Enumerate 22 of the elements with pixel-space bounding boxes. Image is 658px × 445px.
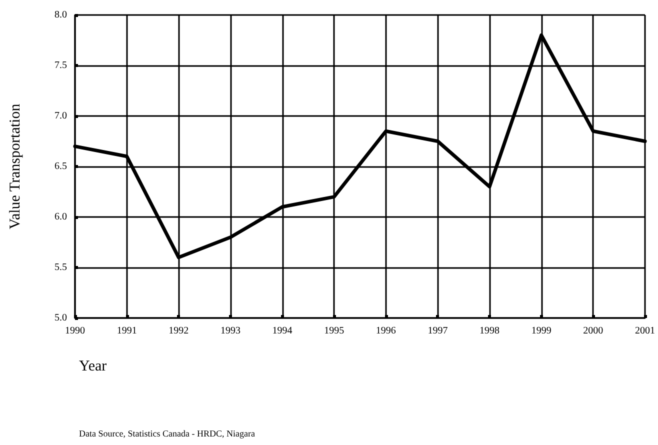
x-tick-label: 2001	[635, 326, 655, 336]
y-tick-label: 6.5	[54, 161, 67, 172]
x-tick-label: 2000	[583, 326, 604, 336]
x-tick-label: 1990	[65, 326, 85, 336]
y-tick-label: 7.5	[54, 60, 67, 71]
y-tick-label: 7.0	[54, 110, 67, 122]
x-axis-title: Year	[79, 358, 107, 374]
source-note: Data Source, Statistics Canada - HRDC, Niagara	[79, 428, 255, 438]
x-tick-label: 1997	[428, 326, 448, 336]
y-tick-label: 8.0	[54, 10, 67, 20]
x-tick-label: 1991	[116, 326, 137, 336]
x-tick-label: 1994	[272, 326, 292, 336]
x-tick-label: 1999	[531, 326, 552, 336]
x-tick-label: 1993	[220, 326, 240, 336]
y-axis-title: Value Transportation	[8, 103, 24, 230]
x-tick-label: 1992	[168, 326, 189, 336]
y-tick-label: 6.0	[54, 212, 67, 222]
x-tick-label: 1995	[324, 326, 344, 336]
y-tick-label: 5.0	[54, 312, 67, 324]
x-tick-label: 1998	[480, 326, 500, 336]
x-tick-label: 1996	[376, 326, 396, 336]
y-tick-label: 5.5	[54, 262, 67, 273]
